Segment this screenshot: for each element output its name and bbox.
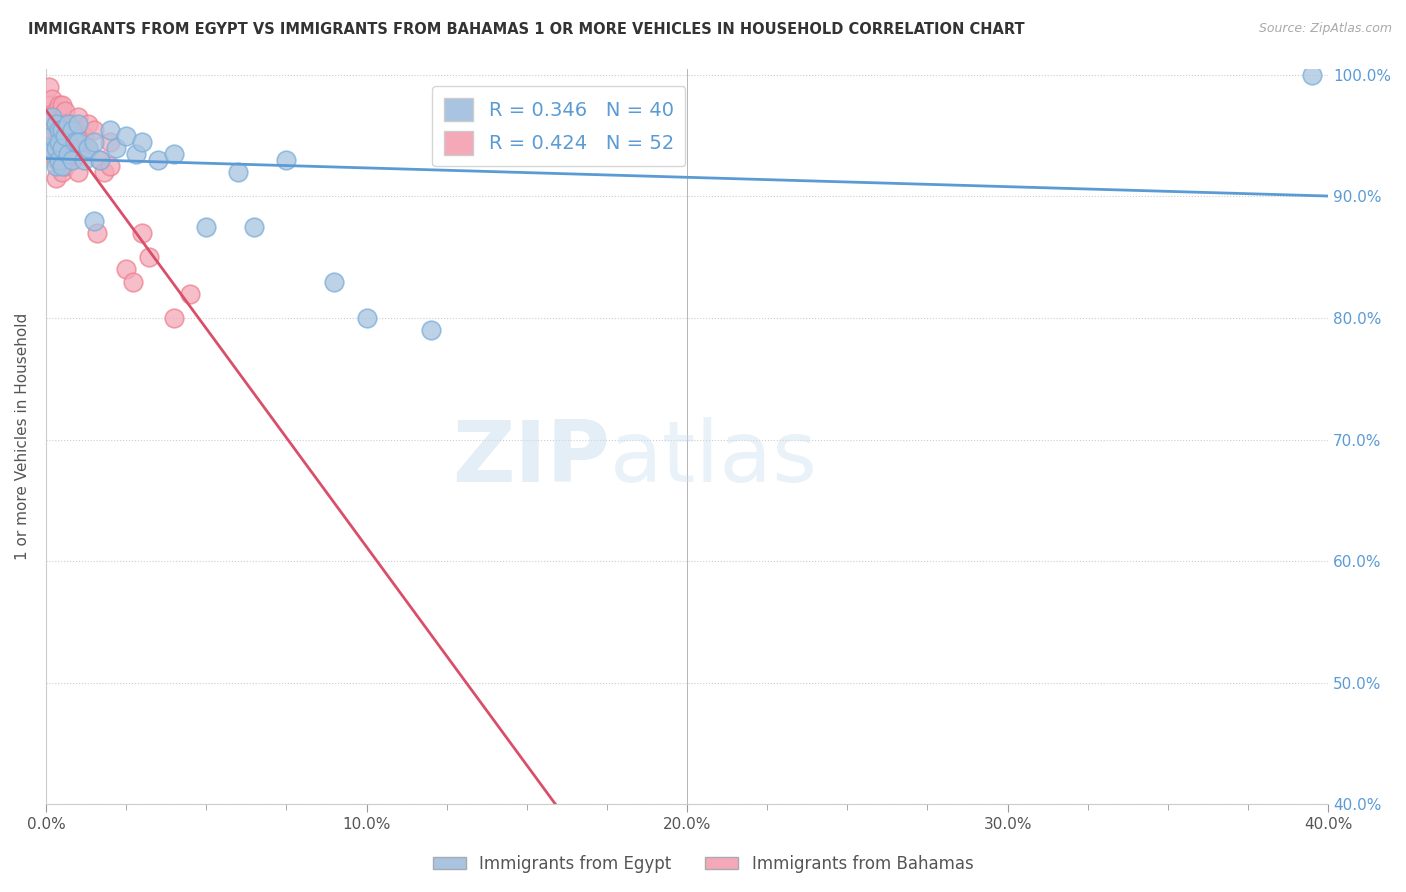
Point <box>53 122 76 136</box>
Point <box>58 147 80 161</box>
Point <box>83 135 105 149</box>
Point <box>89 153 111 167</box>
Point <box>138 250 160 264</box>
Point <box>48 98 70 112</box>
Point <box>76 141 98 155</box>
Point <box>41 111 63 125</box>
Point <box>98 135 121 149</box>
Point <box>48 116 70 130</box>
Point <box>53 104 76 119</box>
Text: IMMIGRANTS FROM EGYPT VS IMMIGRANTS FROM BAHAMAS 1 OR MORE VEHICLES IN HOUSEHOLD: IMMIGRANTS FROM EGYPT VS IMMIGRANTS FROM… <box>28 22 1025 37</box>
Point <box>93 165 115 179</box>
Point <box>53 128 76 143</box>
Point <box>105 141 128 155</box>
Point <box>58 116 80 130</box>
Point <box>86 226 108 240</box>
Point <box>58 135 80 149</box>
Point <box>83 122 105 136</box>
Point <box>48 135 70 149</box>
Point <box>45 171 67 186</box>
Point <box>45 135 67 149</box>
Point <box>48 135 70 149</box>
Point <box>98 122 121 136</box>
Point <box>51 159 73 173</box>
Point <box>121 275 143 289</box>
Point <box>48 153 70 167</box>
Point <box>66 111 89 125</box>
Point <box>51 147 73 161</box>
Point <box>60 153 83 167</box>
Point <box>63 141 86 155</box>
Legend: Immigrants from Egypt, Immigrants from Bahamas: Immigrants from Egypt, Immigrants from B… <box>426 848 980 880</box>
Point <box>66 128 89 143</box>
Point <box>48 153 70 167</box>
Point <box>45 159 67 173</box>
Point <box>76 116 98 130</box>
Point <box>66 116 89 130</box>
Point <box>243 219 266 234</box>
Y-axis label: 1 or more Vehicles in Household: 1 or more Vehicles in Household <box>15 313 30 560</box>
Point <box>73 153 96 167</box>
Point <box>60 122 83 136</box>
Point <box>45 104 67 119</box>
Point <box>45 116 67 130</box>
Point <box>38 98 60 112</box>
Point <box>58 116 80 130</box>
Point <box>179 286 201 301</box>
Text: Source: ZipAtlas.com: Source: ZipAtlas.com <box>1258 22 1392 36</box>
Point <box>115 128 138 143</box>
Point <box>323 275 346 289</box>
Point <box>51 141 73 155</box>
Point <box>51 122 73 136</box>
Point <box>48 122 70 136</box>
Point <box>51 116 73 130</box>
Point <box>58 153 80 167</box>
Point <box>276 153 298 167</box>
Point <box>51 98 73 112</box>
Point <box>41 111 63 125</box>
Point <box>60 153 83 167</box>
Point <box>131 135 153 149</box>
Point <box>419 323 441 337</box>
Point <box>83 214 105 228</box>
Text: atlas: atlas <box>610 417 818 500</box>
Point <box>66 165 89 179</box>
Point <box>163 147 186 161</box>
Legend: R = 0.346   N = 40, R = 0.424   N = 52: R = 0.346 N = 40, R = 0.424 N = 52 <box>432 86 686 167</box>
Point <box>60 135 83 149</box>
Point <box>163 311 186 326</box>
Point <box>131 226 153 240</box>
Point <box>66 135 89 149</box>
Point <box>89 153 111 167</box>
Point <box>41 92 63 106</box>
Point <box>41 122 63 136</box>
Point <box>51 165 73 179</box>
Point <box>73 128 96 143</box>
Point <box>53 141 76 155</box>
Point <box>45 116 67 130</box>
Point <box>38 116 60 130</box>
Point <box>53 159 76 173</box>
Point <box>356 311 378 326</box>
Point <box>125 147 148 161</box>
Point <box>63 135 86 149</box>
Point <box>1301 68 1323 82</box>
Point <box>41 141 63 155</box>
Point <box>146 153 169 167</box>
Point <box>226 165 249 179</box>
Point <box>51 128 73 143</box>
Point <box>38 80 60 95</box>
Point <box>45 141 67 155</box>
Point <box>98 159 121 173</box>
Point <box>63 122 86 136</box>
Point <box>66 147 89 161</box>
Point <box>60 116 83 130</box>
Text: ZIP: ZIP <box>453 417 610 500</box>
Point <box>76 141 98 155</box>
Point <box>38 141 60 155</box>
Point <box>115 262 138 277</box>
Point <box>41 128 63 143</box>
Point <box>195 219 218 234</box>
Point <box>45 153 67 167</box>
